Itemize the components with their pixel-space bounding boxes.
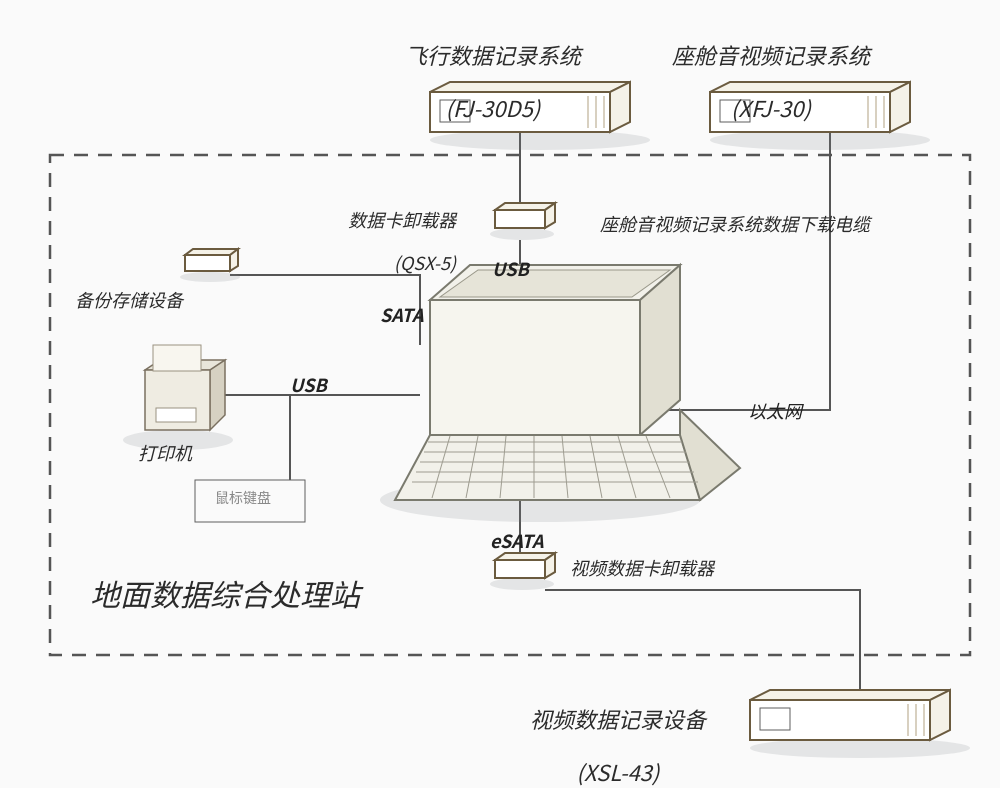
station-title: 地面数据综合处理站 [90,575,360,611]
data-unloader-box [490,203,555,240]
av-cable-label: 座舱音视频记录系统数据下载电缆 [600,214,870,236]
flight-recorder-label: 飞行数据记录系统 (FJ-30D5) [395,16,581,122]
cockpit-av-label-line2: (XFJ-30) [731,92,811,124]
usb-left-label: USB [290,372,327,398]
ethernet-label: 以太网 [748,398,802,424]
video-recorder-label-line2: (XSL-43) [576,756,659,788]
printer-icon [123,345,233,450]
cockpit-av-label-line1: 座舱音视频记录系统 [672,39,870,71]
video-unloader-label: 视频数据卡卸载器 [570,558,714,580]
wire-cockpit-to-laptop [660,132,830,410]
flight-recorder-label-line1: 飞行数据记录系统 [405,39,581,71]
backup-storage-label: 备份存储设备 [75,290,183,312]
video-recorder-label-line1: 视频数据记录设备 [530,703,706,735]
mouse-keyboard-label: 鼠标键盘 [215,490,271,507]
data-unloader-label-line1: 数据卡卸载器 [348,207,456,233]
data-unloader-label: 数据卡卸载器 (QSX-5) [340,188,456,274]
video-recorder-box [750,690,970,758]
laptop-icon [380,265,740,522]
data-unloader-label-line2: (QSX-5) [394,250,456,276]
flight-recorder-label-line2: (FJ-30D5) [445,92,540,124]
usb-top-label: USB [492,256,529,282]
sata-label: SATA [380,302,423,328]
esata-label: eSATA [490,528,543,554]
video-recorder-label: 视频数据记录设备 (XSL-43) [520,680,706,786]
printer-label: 打印机 [138,443,192,465]
video-unloader-box [490,553,555,590]
backup-storage-box [180,249,240,282]
cockpit-av-label: 座舱音视频记录系统 (XFJ-30) [662,16,870,122]
